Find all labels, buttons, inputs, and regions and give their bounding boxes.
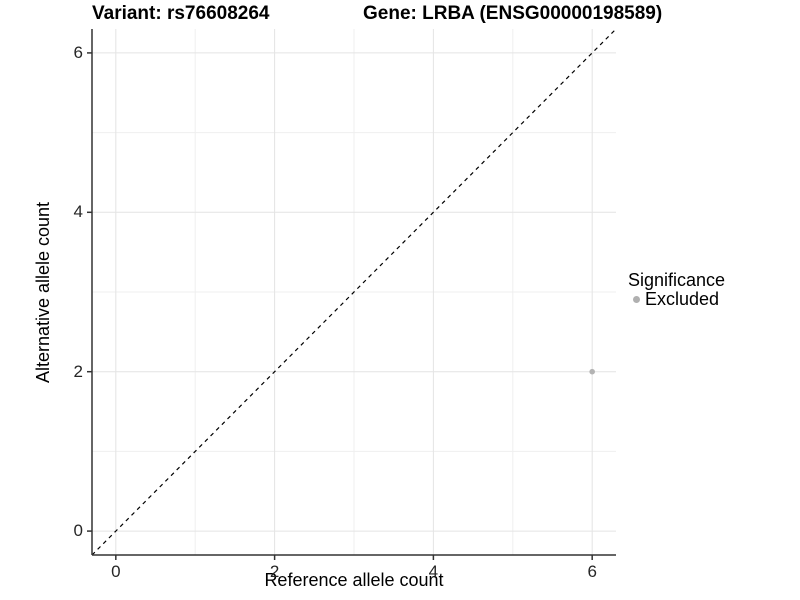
identity-line [91,29,617,556]
y-tick-label: 6 [73,42,83,62]
legend-item: Excluded [628,290,725,309]
x-axis-title-wrap: Reference allele count [92,570,616,591]
legend-title: Significance [628,270,726,290]
y-tick-label: 4 [73,202,83,222]
gene-title: Gene: LRBA (ENSG00000198589) [363,3,663,24]
x-tick-label: 2 [269,562,280,581]
y-axis-title-wrap: Alternative allele count [30,29,58,555]
x-tick-label: 6 [587,562,597,581]
y-axis-title: Alternative allele count [33,201,54,383]
data-point [589,368,595,375]
variant-title: Variant: rs76608264 [92,3,270,24]
legend: Significance Excluded [628,271,725,309]
y-tick-label: 0 [73,521,83,541]
scatter-plot-svg [87,29,617,560]
y-tick-label: 2 [73,361,83,381]
x-tick-label: 0 [111,562,121,581]
legend-items: Excluded [628,290,725,309]
legend-item-label: Excluded [645,289,720,309]
x-axis-title: Reference allele count [264,570,444,590]
excluded-marker-icon [633,296,640,303]
x-tick-label: 4 [428,562,439,581]
